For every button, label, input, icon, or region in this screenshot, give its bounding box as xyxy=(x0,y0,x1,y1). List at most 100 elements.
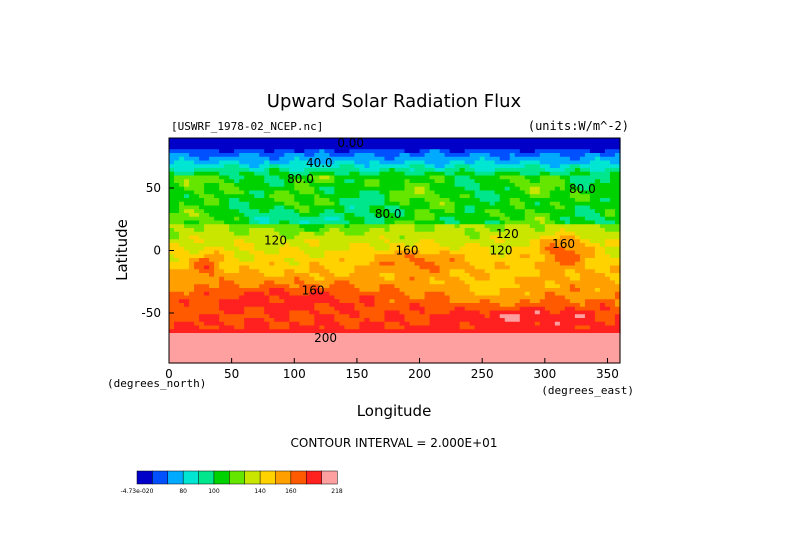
contour-cell xyxy=(259,164,265,169)
contour-cell xyxy=(289,160,295,165)
contour-cell xyxy=(509,160,516,165)
contour-cell xyxy=(219,239,225,244)
contour-cell xyxy=(274,344,280,349)
contour-cell xyxy=(259,261,265,267)
contour-cell xyxy=(584,183,591,188)
contour-cell xyxy=(369,288,376,293)
contour-cell xyxy=(504,310,511,315)
contour-cell xyxy=(399,265,406,270)
contour-cell xyxy=(469,246,476,252)
contour-cell xyxy=(569,220,576,225)
contour-cell xyxy=(299,318,305,323)
contour-cell xyxy=(544,306,551,312)
contour-cell xyxy=(359,284,366,289)
contour-cell xyxy=(394,250,401,255)
contour-cell xyxy=(319,213,325,218)
contour-cell xyxy=(214,235,220,240)
contour-cell xyxy=(444,280,451,285)
contour-cell xyxy=(194,156,200,162)
contour-cell xyxy=(434,190,441,195)
contour-cell xyxy=(324,205,330,210)
contour-cell xyxy=(399,239,406,244)
contour-cell xyxy=(299,288,305,293)
contour-cell xyxy=(319,288,325,293)
contour-cell xyxy=(334,194,340,199)
contour-cell xyxy=(189,183,195,188)
contour-cell xyxy=(464,329,471,334)
contour-cell xyxy=(344,186,350,192)
contour-cell xyxy=(259,273,265,278)
contour-cell xyxy=(194,164,200,169)
contour-cell xyxy=(354,198,361,203)
contour-cell xyxy=(534,239,541,244)
contour-cell xyxy=(174,254,180,259)
contour-cell xyxy=(489,318,496,323)
contour-cell xyxy=(204,183,210,188)
contour-cell xyxy=(234,186,240,192)
contour-cell xyxy=(174,224,180,229)
contour-cell xyxy=(379,306,386,312)
contour-cell xyxy=(254,145,260,150)
contour-cell xyxy=(604,231,611,237)
contour-cell xyxy=(569,276,576,282)
contour-cell xyxy=(349,333,356,338)
contour-cell xyxy=(589,291,596,297)
contour-cell xyxy=(519,220,526,225)
contour-cell xyxy=(429,205,436,210)
contour-cell xyxy=(409,153,416,158)
contour-cell xyxy=(479,306,486,312)
contour-cell xyxy=(474,310,481,315)
contour-cell xyxy=(294,168,300,173)
contour-cell xyxy=(284,246,290,252)
contour-cell xyxy=(469,295,476,300)
contour-cell xyxy=(569,239,576,244)
contour-cell xyxy=(359,213,366,218)
contour-cell xyxy=(174,258,180,263)
contour-cell xyxy=(289,295,295,300)
contour-cell xyxy=(234,291,240,297)
contour-cell xyxy=(334,258,340,263)
contour-cell xyxy=(229,235,235,240)
contour-cell xyxy=(594,156,601,162)
contour-cell xyxy=(384,314,391,319)
contour-cell xyxy=(339,284,345,289)
contour-cell xyxy=(514,239,521,244)
contour-cell xyxy=(279,153,285,158)
contour-cell xyxy=(464,213,471,218)
contour-cell xyxy=(224,168,230,173)
contour-cell xyxy=(414,228,421,233)
contour-cell xyxy=(439,216,446,222)
contour-cell xyxy=(604,314,611,319)
contour-cell xyxy=(454,291,461,297)
contour-cell xyxy=(594,228,601,233)
contour-cell xyxy=(284,205,290,210)
contour-cell xyxy=(309,160,315,165)
contour-cell xyxy=(214,160,220,165)
contour-cell xyxy=(209,303,215,308)
contour-cell xyxy=(394,175,401,180)
contour-cell xyxy=(534,329,541,334)
contour-cell xyxy=(504,336,511,342)
contour-cell xyxy=(299,145,305,150)
contour-cell xyxy=(274,156,280,162)
contour-cell xyxy=(469,261,476,267)
contour-cell xyxy=(294,160,300,165)
contour-cell xyxy=(604,246,611,252)
contour-cell xyxy=(364,231,371,237)
contour-cell xyxy=(219,205,225,210)
contour-cell xyxy=(514,171,521,177)
contour-cell xyxy=(269,141,275,147)
contour-cell xyxy=(334,175,340,180)
contour-cell xyxy=(389,325,396,330)
contour-cell xyxy=(234,284,240,289)
contour-cell xyxy=(299,209,305,214)
contour-cell xyxy=(199,314,205,319)
contour-cell xyxy=(284,235,290,240)
contour-cell xyxy=(604,329,611,334)
contour-cell xyxy=(244,295,250,300)
contour-cell xyxy=(214,273,220,278)
contour-cell xyxy=(459,171,466,177)
contour-cell xyxy=(309,288,315,293)
contour-cell xyxy=(484,254,491,259)
contour-cell xyxy=(264,228,270,233)
